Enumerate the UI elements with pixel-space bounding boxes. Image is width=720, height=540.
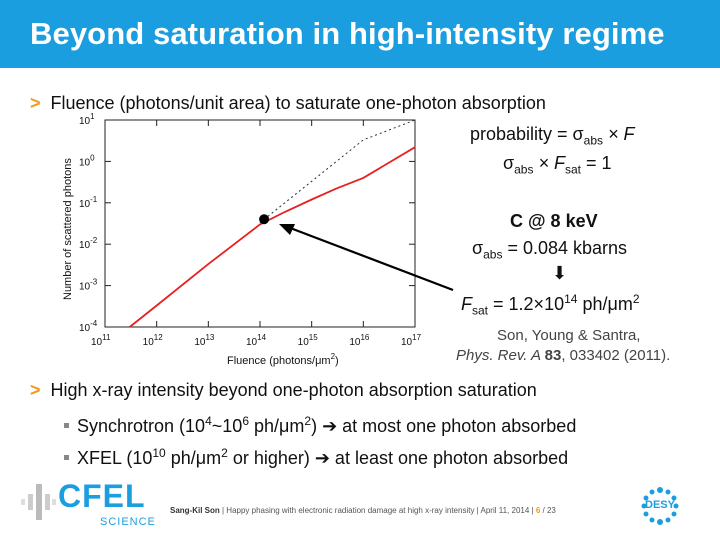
bullet-fluence: > Fluence (photons/unit area) to saturate… bbox=[30, 93, 546, 114]
subbullet-synchrotron: Synchrotron (104~106 ph/μm2) ➔ at most o… bbox=[64, 414, 576, 437]
y-tick-label: 10-4 bbox=[79, 319, 98, 334]
x-tick-label: 1017 bbox=[401, 333, 422, 348]
y-tick-label: 10-2 bbox=[79, 236, 98, 251]
x-tick-label: 1011 bbox=[91, 333, 111, 348]
y-tick-label: 10-1 bbox=[79, 195, 98, 210]
x-axis-label: Fluence (photons/μm2) bbox=[227, 352, 339, 367]
cfel-dots-icon bbox=[21, 484, 56, 520]
cfel-logo: CFEL SCIENCE bbox=[18, 478, 168, 534]
fsat-value: Fsat = 1.2×1014 ph/μm2 bbox=[461, 292, 640, 318]
y-tick-label: 10-3 bbox=[79, 278, 98, 293]
science-logo-text: SCIENCE bbox=[100, 516, 156, 528]
bullet-marker: > bbox=[30, 93, 41, 113]
desy-dots-icon bbox=[641, 487, 679, 525]
page-number: 6 bbox=[535, 506, 541, 515]
subbullet-xfel: XFEL (1010 ph/μm2 or higher) ➔ at least … bbox=[64, 446, 568, 469]
bullet-text: Fluence (photons/unit area) to saturate … bbox=[50, 93, 546, 113]
footer-text: | Happy phasing with electronic radiatio… bbox=[219, 506, 536, 515]
desy-logo: DESY bbox=[640, 486, 680, 526]
y-axis-label: Number of scattered photons bbox=[62, 158, 74, 300]
bullet-text: High x-ray intensity beyond one-photon a… bbox=[50, 380, 537, 400]
square-bullet-icon bbox=[64, 454, 69, 460]
linear-extrapolation-line bbox=[259, 119, 416, 224]
footer: Sang-Kil Son | Happy phasing with electr… bbox=[170, 506, 556, 515]
page-total: / 23 bbox=[540, 506, 556, 515]
bullet-marker: > bbox=[30, 380, 41, 400]
square-bullet-icon bbox=[64, 422, 69, 428]
bullet-high-intensity: > High x-ray intensity beyond one-photon … bbox=[30, 380, 537, 401]
citation-authors: Son, Young & Santra, bbox=[497, 327, 641, 344]
cfel-logo-text: CFEL bbox=[58, 478, 146, 514]
x-tick-label: 1016 bbox=[349, 333, 370, 348]
footer-author: Sang-Kil Son bbox=[170, 506, 220, 515]
probability-formula: probability = σabs × F bbox=[470, 124, 635, 148]
down-arrow-icon: ⬇ bbox=[552, 263, 568, 283]
saturation-condition: σabs × Fsat = 1 bbox=[503, 153, 612, 177]
x-tick-label: 1013 bbox=[194, 333, 215, 348]
title-bar: Beyond saturation in high-intensity regi… bbox=[0, 0, 720, 68]
page-title: Beyond saturation in high-intensity regi… bbox=[30, 16, 665, 51]
citation-reference: Phys. Rev. A 83, 033402 (2011). bbox=[456, 347, 671, 364]
scattered-photons-curve bbox=[129, 146, 416, 328]
desy-logo-text: DESY bbox=[645, 499, 675, 511]
y-tick-label: 101 bbox=[79, 112, 95, 127]
fluence-chart: 1011 1012 1013 1014 1015 1016 1017 10-4 10-3 10-2… bbox=[62, 112, 422, 367]
cross-section-value: σabs = 0.084 kbarns bbox=[472, 238, 628, 262]
y-tick-label: 100 bbox=[79, 153, 95, 168]
x-tick-label: 1012 bbox=[143, 333, 164, 348]
x-tick-label: 1014 bbox=[246, 333, 267, 348]
carbon-label: C @ 8 keV bbox=[510, 211, 598, 231]
saturation-marker bbox=[259, 214, 270, 225]
x-tick-label: 1015 bbox=[298, 333, 319, 348]
